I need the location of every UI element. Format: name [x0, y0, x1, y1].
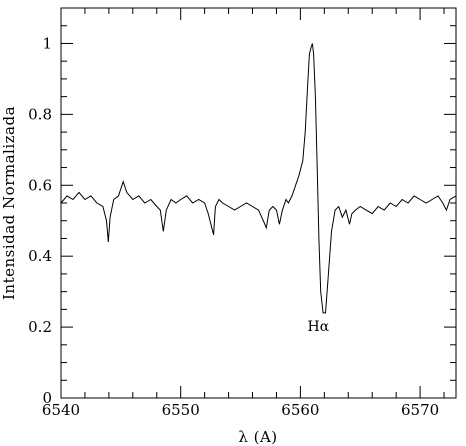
y-tick-label: 0.6 [28, 176, 52, 194]
spectrum-series-line [60, 43, 457, 314]
y-tick-label: 0.4 [28, 247, 52, 265]
y-tick-label: 0 [42, 389, 52, 407]
axis-ticks [60, 7, 456, 399]
x-tick-label: 6560 [281, 401, 319, 419]
y-tick-label: 0.2 [28, 318, 52, 336]
plot-frame [60, 7, 457, 399]
y-axis-title: Intensidad Normalizada [0, 106, 18, 300]
y-tick-label: 1 [42, 34, 52, 52]
x-tick-label: 6540 [42, 401, 80, 419]
x-tick-label: 6550 [162, 401, 200, 419]
y-tick-label: 0.8 [28, 105, 52, 123]
tick-labels: 6540 6550 6560 6570 0 0.2 0.4 0.6 0.8 1 [28, 34, 439, 419]
h-alpha-annotation: Hα [308, 319, 330, 335]
x-tick-label: 6570 [401, 401, 439, 419]
x-axis-title: λ (A) [238, 428, 277, 446]
